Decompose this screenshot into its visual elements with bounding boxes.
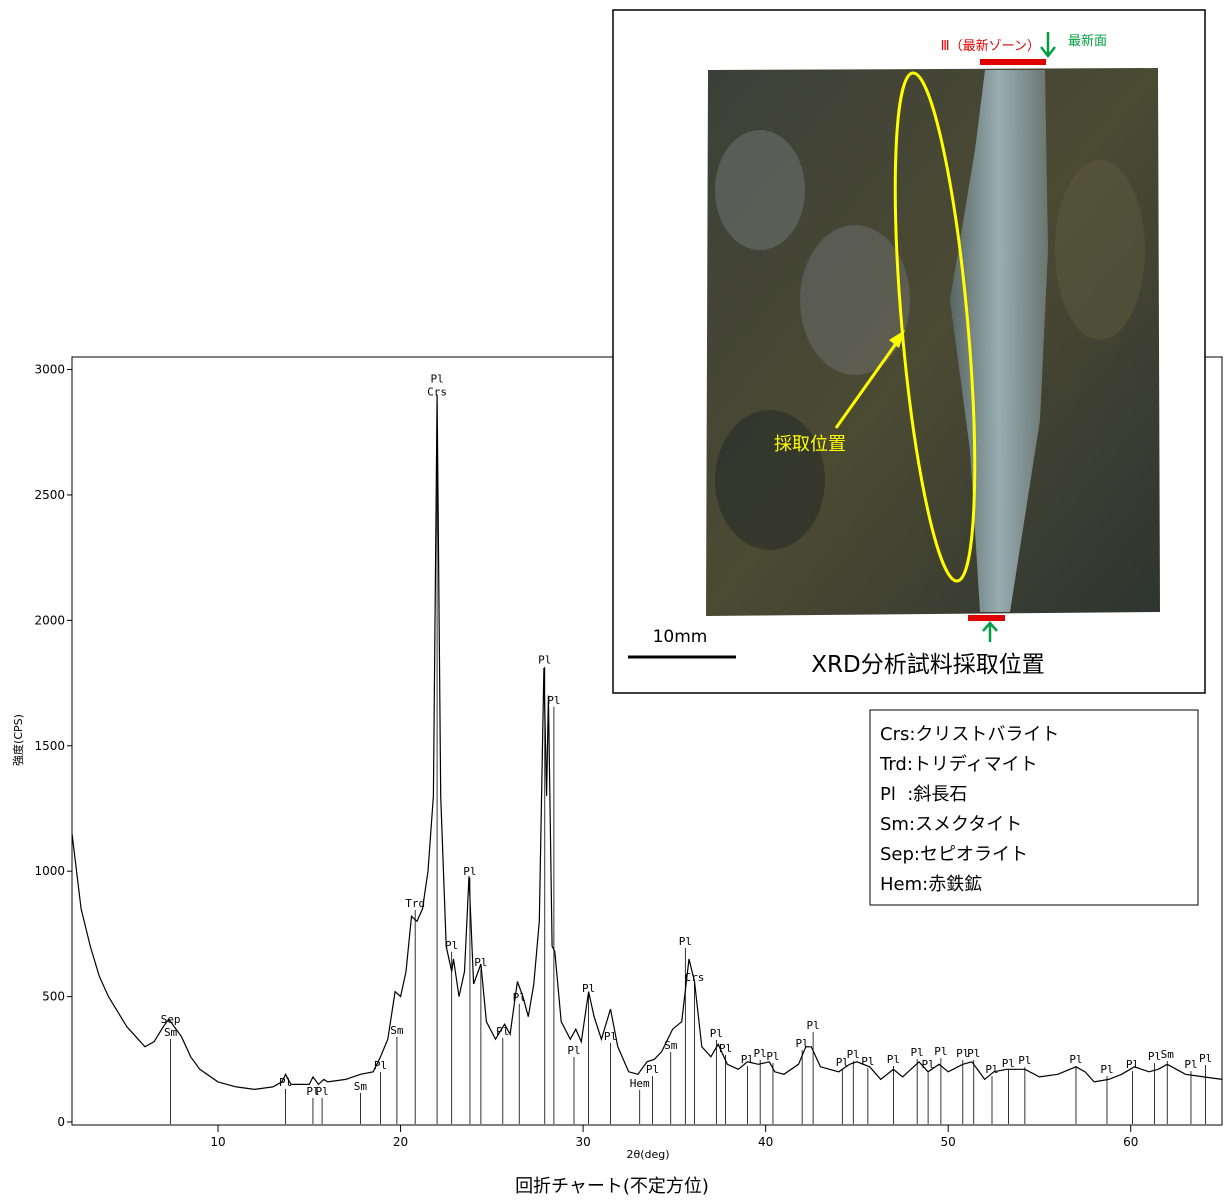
peak-label: Sm bbox=[664, 1039, 678, 1052]
peak-label: Hem bbox=[630, 1077, 650, 1090]
y-tick-label: 1000 bbox=[34, 864, 65, 878]
peak-label: Pl bbox=[646, 1063, 659, 1076]
x-tick-label: 40 bbox=[758, 1135, 773, 1149]
peak-label: Pl bbox=[679, 935, 692, 948]
peak-label: Pl bbox=[463, 865, 476, 878]
y-tick-label: 0 bbox=[57, 1115, 65, 1129]
peak-label: Pl bbox=[306, 1085, 319, 1098]
surface-label: 最新面 bbox=[1068, 33, 1107, 49]
peak-label: Pl bbox=[1018, 1054, 1031, 1067]
peak-label: Pl bbox=[754, 1047, 767, 1060]
peak-label: Pl bbox=[710, 1027, 723, 1040]
zone-bar bbox=[980, 59, 1046, 65]
scale-label: 10mm bbox=[653, 627, 708, 647]
y-tick-label: 2000 bbox=[34, 613, 65, 627]
peak-label: Pl bbox=[967, 1047, 980, 1060]
legend-line: Trd:トリディマイト bbox=[879, 754, 1038, 775]
zone-label: Ⅲ（最新ゾーン） bbox=[941, 38, 1040, 54]
legend-line: Pl :斜長石 bbox=[880, 784, 967, 805]
y-tick-label: 2500 bbox=[34, 488, 65, 502]
peak-label: Pl bbox=[474, 956, 487, 969]
sampling-arrow bbox=[834, 334, 904, 429]
peak-label: Pl bbox=[1100, 1063, 1113, 1076]
legend: Crs:クリストバライト Trd:トリディマイト Pl :斜長石 Sm:スメクタイト S… bbox=[869, 709, 1199, 906]
peak-label: Pl bbox=[279, 1076, 292, 1089]
y-tick-label: 500 bbox=[42, 990, 65, 1004]
peak-label: Pl bbox=[766, 1050, 779, 1063]
x-tick-label: 10 bbox=[210, 1135, 225, 1149]
legend-line: Hem:赤鉄鉱 bbox=[880, 874, 982, 895]
x-tick-label: 50 bbox=[941, 1135, 956, 1149]
peak-label: Pl bbox=[1148, 1050, 1161, 1063]
peak-label: Pl bbox=[374, 1059, 387, 1072]
peak-label: Sm bbox=[1161, 1048, 1175, 1061]
legend-line: Sep:セピオライト bbox=[880, 844, 1028, 865]
peak-label: Pl bbox=[1126, 1058, 1139, 1071]
peak-label: Pl bbox=[956, 1047, 969, 1060]
peak-label: Pl bbox=[719, 1042, 732, 1055]
peak-label: Pl bbox=[538, 654, 551, 667]
peak-label: Pl bbox=[985, 1063, 998, 1076]
peak-label: Pl bbox=[513, 991, 526, 1004]
pattern-line bbox=[71, 394, 1223, 1091]
peak-label: Pl bbox=[921, 1058, 934, 1071]
peak-label: Pl bbox=[315, 1085, 328, 1098]
peak-label: Pl bbox=[911, 1046, 924, 1059]
peak-label: Pl bbox=[796, 1037, 809, 1050]
peak-label: Pl bbox=[430, 373, 443, 386]
photo-clast bbox=[800, 225, 910, 375]
sampling-ellipse bbox=[893, 71, 977, 583]
peak-label: Pl bbox=[847, 1048, 860, 1061]
peak-label: Pl bbox=[1002, 1057, 1015, 1070]
photo-clast bbox=[715, 410, 825, 550]
y-axis-title: 強度(CPS) bbox=[11, 714, 25, 766]
peak-label: Crs bbox=[427, 386, 447, 399]
legend-frame bbox=[869, 709, 1199, 906]
caption: 回折チャート(不定方位) bbox=[515, 1176, 709, 1197]
peak-label: Sm bbox=[390, 1024, 404, 1037]
peak-label: Pl bbox=[836, 1056, 849, 1069]
y-tick-label: 1500 bbox=[34, 739, 65, 753]
peak-label: Sm bbox=[354, 1080, 368, 1093]
peak-label: Trd bbox=[405, 897, 425, 910]
inset-caption: XRD分析試料採取位置 bbox=[811, 652, 1044, 678]
inset: 採取位置 Ⅲ（最新ゾーン） 最新面 10mm XRD分析試料採取位置 bbox=[612, 9, 1206, 694]
peak-label: Pl bbox=[445, 939, 458, 952]
peak-label: Pl bbox=[604, 1030, 617, 1043]
x-tick-label: 60 bbox=[1123, 1135, 1138, 1149]
peak-label: Pl bbox=[934, 1045, 947, 1058]
y-tick-label: 3000 bbox=[34, 363, 65, 377]
photo-clast bbox=[1055, 160, 1145, 340]
legend-line: Sm:スメクタイト bbox=[880, 814, 1022, 835]
peak-label: Sep bbox=[161, 1013, 181, 1026]
surface-arrow bbox=[1040, 32, 1056, 59]
photo-clast bbox=[715, 130, 805, 250]
peak-label: Crs bbox=[685, 971, 705, 984]
x-tick-label: 30 bbox=[575, 1135, 590, 1149]
sample-bar bbox=[968, 615, 1005, 621]
peak-label: Pl bbox=[547, 694, 560, 707]
peak-label: Pl bbox=[741, 1053, 754, 1066]
peak-label: Pl bbox=[1069, 1053, 1082, 1066]
peak-label: Pl bbox=[1199, 1052, 1212, 1065]
legend-line: Crs:クリストバライト bbox=[880, 724, 1059, 745]
plot-frame bbox=[71, 356, 1223, 1126]
peak-label: Pl bbox=[1184, 1058, 1197, 1071]
peak-label: Pl bbox=[496, 1025, 509, 1038]
peak-label: Pl bbox=[887, 1053, 900, 1066]
peak-label: Sm bbox=[164, 1026, 178, 1039]
x-tick-label: 20 bbox=[393, 1135, 408, 1149]
peak-label: Pl bbox=[861, 1055, 874, 1068]
peak-label: Pl bbox=[582, 982, 595, 995]
sampling-arrowhead bbox=[889, 330, 905, 348]
peak-label: Pl bbox=[567, 1044, 580, 1057]
sample-arrow bbox=[982, 621, 998, 642]
x-axis-title: 2θ(deg) bbox=[626, 1148, 669, 1161]
peak-label: Pl bbox=[806, 1019, 819, 1032]
sampling-label: 採取位置 bbox=[774, 434, 846, 455]
